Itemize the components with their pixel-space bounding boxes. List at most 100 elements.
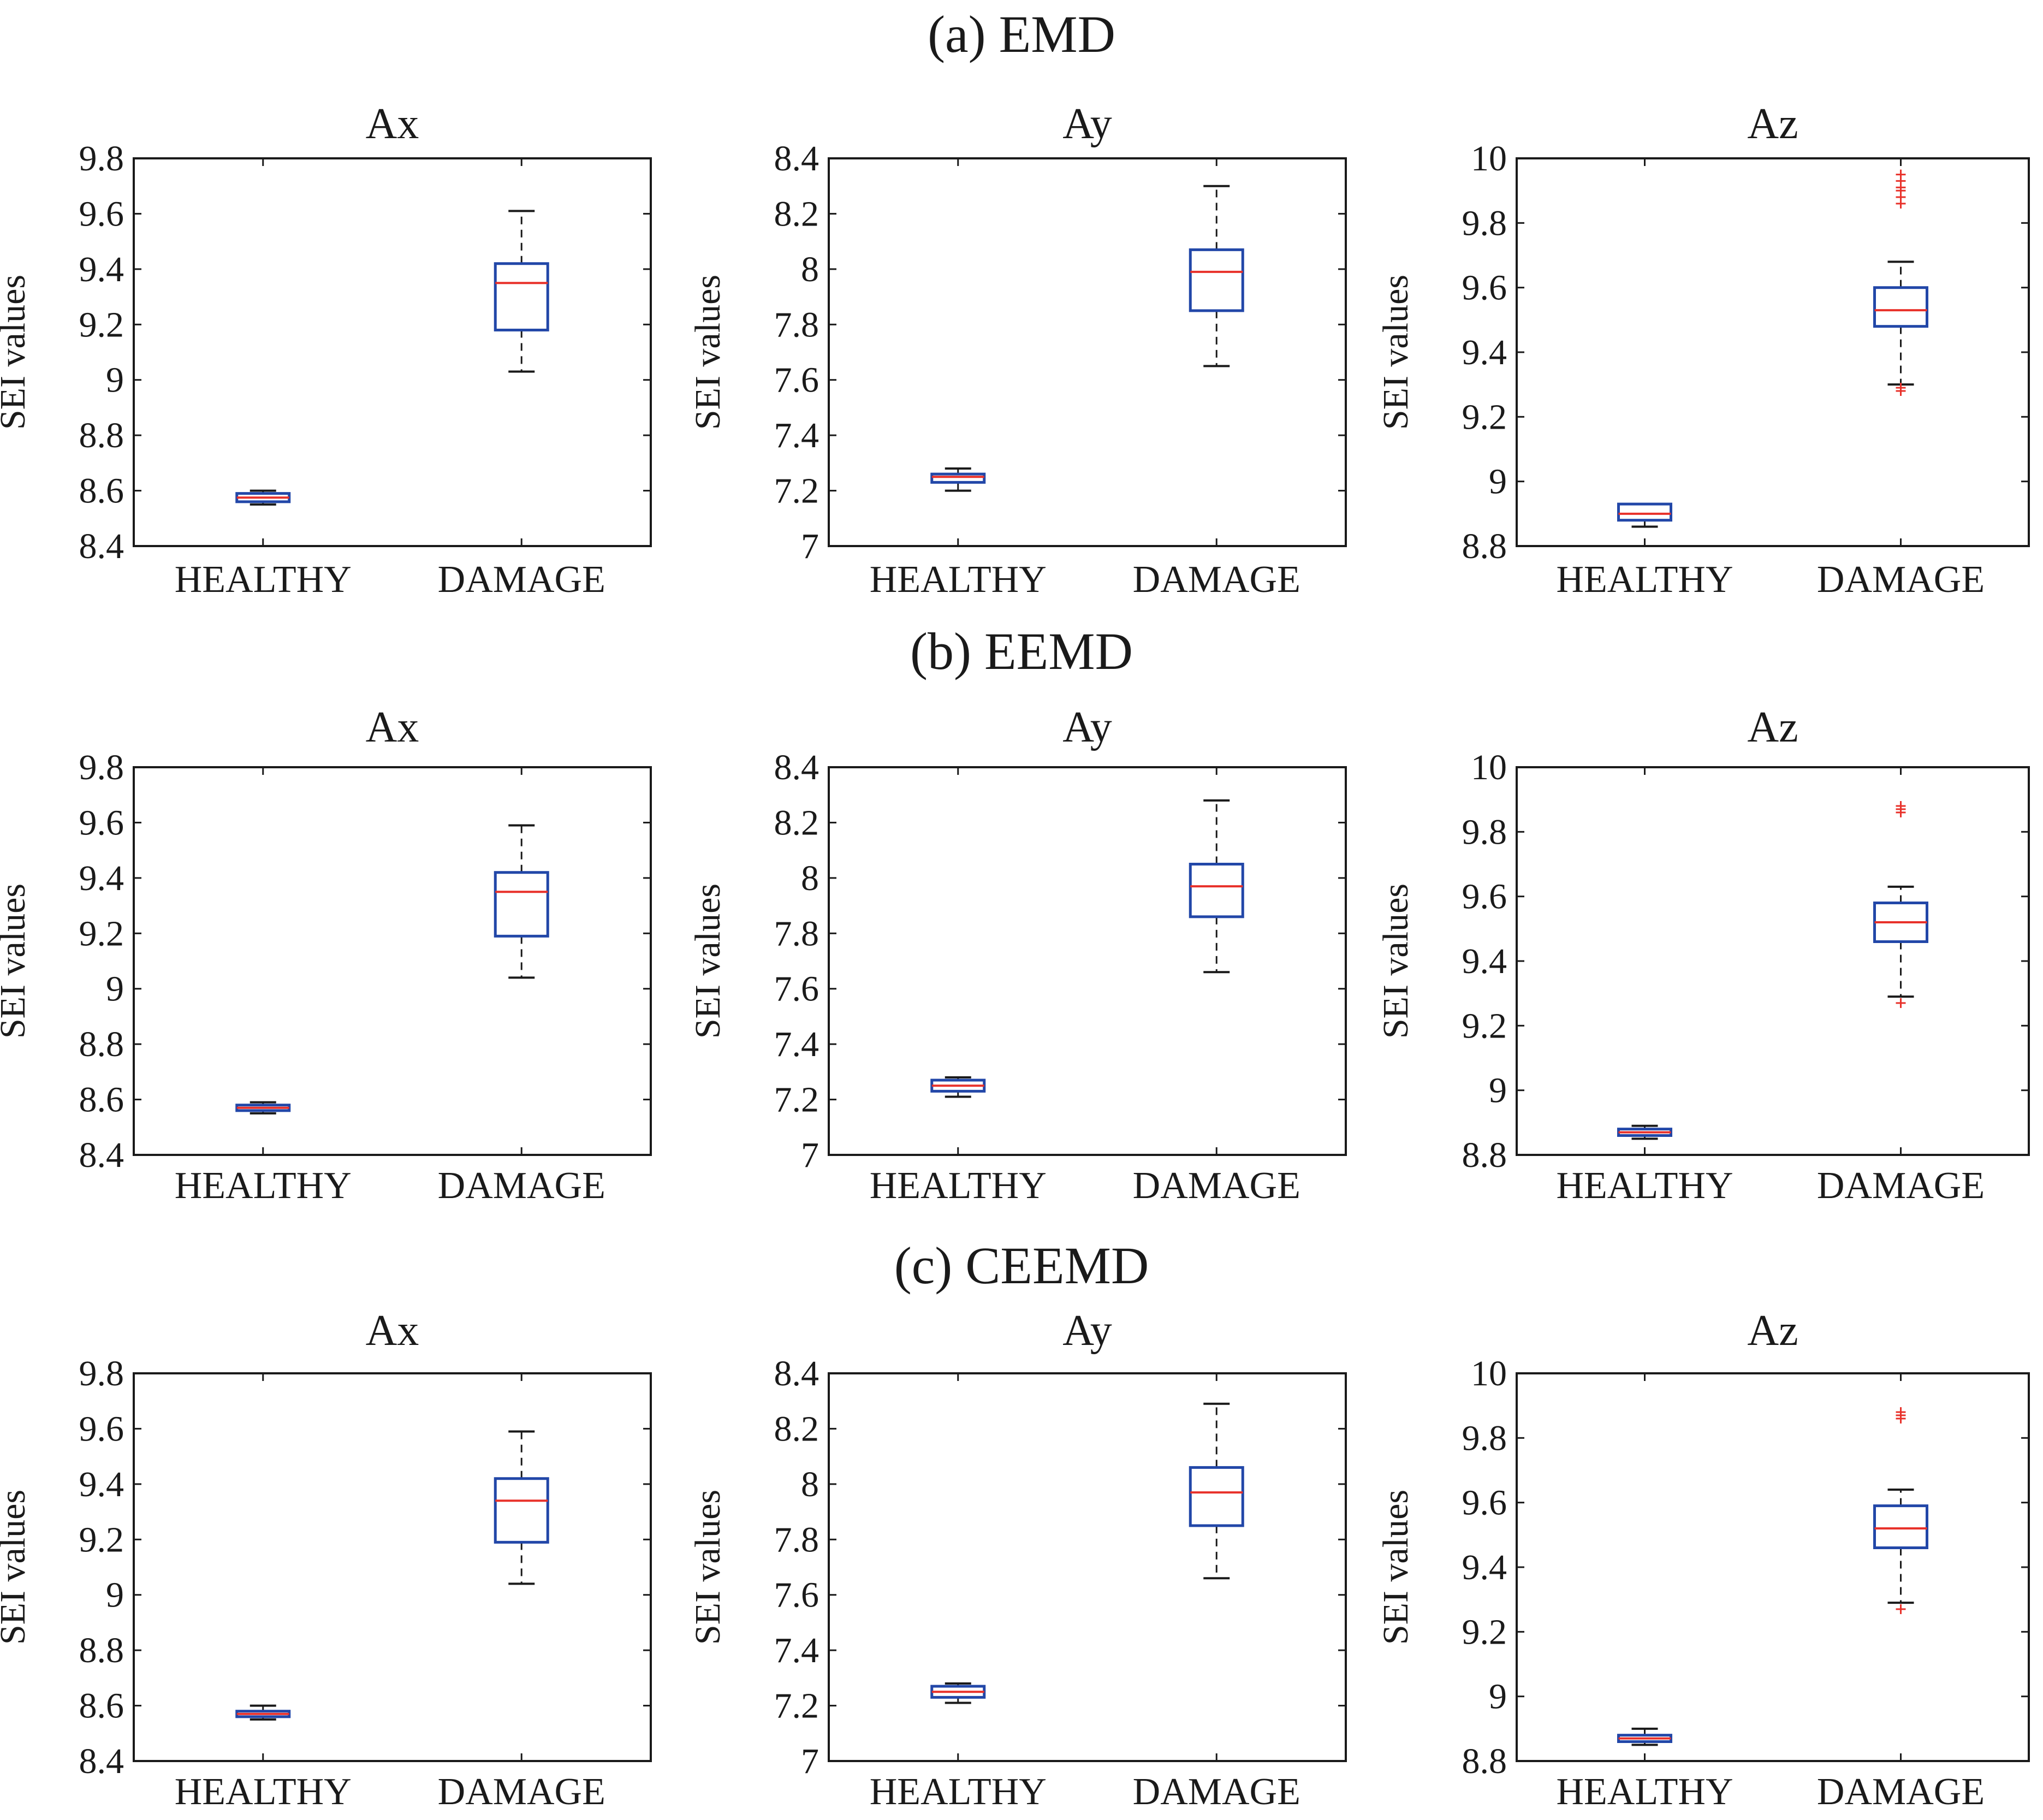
panel-title: Ay [1062, 100, 1112, 148]
y-tick-label: 8 [801, 250, 819, 289]
plot-frame [828, 766, 1347, 1156]
subplot-ay: Ay SEI values 7 7.2 7.4 7.6 7.8 8 8.2 8.4 HEALTHY D… [688, 100, 1347, 601]
y-tick-label: 8 [801, 858, 819, 898]
x-category-label: DAMAGE [438, 1771, 605, 1813]
y-tick-label: 10 [1471, 139, 1507, 179]
box-damage: DAMAGE [438, 158, 605, 601]
plot-frame [133, 1372, 652, 1762]
y-axis-label: SEI values [688, 1490, 728, 1645]
box-healthy: HEALTHY [1556, 1373, 1733, 1813]
y-tick-label: 8.8 [1462, 1741, 1507, 1781]
y-tick-label: 9.4 [1462, 333, 1507, 372]
y-tick-label: 8.2 [774, 803, 819, 843]
box-iqr [1189, 863, 1244, 918]
box-healthy: HEALTHY [175, 158, 352, 601]
y-tick-label: 8.2 [774, 1409, 819, 1449]
x-category-label: HEALTHY [1556, 559, 1733, 601]
box-damage: DAMAGE [1817, 767, 1985, 1207]
outlier-marker [1896, 169, 1906, 180]
box-healthy: HEALTHY [870, 158, 1047, 601]
y-tick-label: 9.8 [1462, 1418, 1507, 1458]
y-tick-label: 7.2 [774, 1686, 819, 1726]
y-tick-label: 8.8 [79, 416, 124, 455]
y-axis-label: SEI values [1376, 1490, 1416, 1645]
plot-frame [828, 157, 1347, 547]
y-tick-label: 8.4 [79, 526, 124, 566]
outlier-marker [1896, 1604, 1906, 1614]
box-iqr [494, 1477, 549, 1544]
x-category-label: HEALTHY [1556, 1771, 1733, 1813]
y-axis-label: SEI values [1376, 884, 1416, 1039]
box-iqr [494, 262, 549, 331]
outlier-marker [1896, 1407, 1906, 1417]
y-tick-label: 9.2 [79, 914, 124, 953]
y-tick-label: 8.4 [79, 1135, 124, 1175]
subplot-ay: Ay SEI values 7 7.2 7.4 7.6 7.8 8 8.2 8.4 HEALTHY D… [688, 703, 1347, 1207]
y-tick-label: 7.8 [774, 914, 819, 953]
y-tick-label: 8.8 [1462, 526, 1507, 566]
plot-frame [828, 1372, 1347, 1762]
y-tick-label: 8 [801, 1465, 819, 1504]
x-category-label: HEALTHY [870, 1771, 1047, 1813]
x-category-label: DAMAGE [1817, 559, 1985, 601]
y-tick-label: 7 [801, 1741, 819, 1781]
x-category-label: HEALTHY [1556, 1165, 1733, 1207]
y-tick-label: 9.4 [79, 1465, 124, 1504]
y-tick-label: 7 [801, 526, 819, 566]
box-iqr [494, 871, 549, 938]
plot-frame [133, 766, 652, 1156]
subplot-ay: Ay SEI values 7 7.2 7.4 7.6 7.8 8 8.2 8.4 HEALTHY D… [688, 1307, 1347, 1813]
y-tick-label: 8.4 [774, 748, 819, 787]
y-axis-label: SEI values [1376, 275, 1416, 430]
y-tick-label: 9.8 [79, 748, 124, 787]
y-tick-label: 8.6 [79, 1080, 124, 1120]
x-category-label: DAMAGE [1133, 1771, 1300, 1813]
y-tick-label: 9.2 [1462, 1006, 1507, 1046]
x-category-label: HEALTHY [870, 559, 1047, 601]
y-tick-label: 7.2 [774, 471, 819, 511]
y-tick-label: 7.6 [774, 360, 819, 400]
section-group: (b) EEMD Ax SEI values 8.4 8.6 8.8 9 9.2 9.4 9.6 9… [0, 622, 2030, 1207]
x-category-label: HEALTHY [175, 1771, 352, 1813]
section-title: (b) EEMD [910, 622, 1133, 680]
y-tick-label: 9.2 [1462, 1612, 1507, 1652]
y-tick-label: 7.4 [774, 1024, 819, 1064]
box-damage: DAMAGE [1133, 158, 1300, 601]
y-axis-label: SEI values [0, 1490, 33, 1645]
x-category-label: DAMAGE [1133, 559, 1300, 601]
box-damage: DAMAGE [1133, 767, 1300, 1207]
y-tick-label: 8.4 [79, 1741, 124, 1781]
y-tick-label: 9.2 [1462, 397, 1507, 437]
y-tick-label: 7.2 [774, 1080, 819, 1120]
y-tick-label: 10 [1471, 1354, 1507, 1394]
y-tick-label: 9.2 [79, 1520, 124, 1560]
y-tick-label: 9.8 [1462, 203, 1507, 243]
box-iqr [1189, 248, 1244, 312]
y-axis-label: SEI values [688, 275, 728, 430]
y-tick-label: 9 [106, 360, 124, 400]
y-tick-label: 9.4 [1462, 1548, 1507, 1587]
subplot-az: Az SEI values 8.8 9 9.2 9.4 9.6 9.8 10 HEALTHY DAM… [1376, 100, 2030, 601]
y-tick-label: 9.6 [79, 1409, 124, 1449]
y-tick-label: 9.8 [1462, 812, 1507, 852]
y-tick-label: 9.4 [1462, 941, 1507, 981]
y-tick-label: 8.8 [1462, 1135, 1507, 1175]
y-axis-label: SEI values [0, 275, 33, 430]
box-damage: DAMAGE [1133, 1373, 1300, 1813]
y-tick-label: 7.8 [774, 305, 819, 345]
x-category-label: DAMAGE [1817, 1165, 1985, 1207]
panel-title: Ay [1062, 1307, 1112, 1355]
y-tick-label: 9 [106, 1575, 124, 1615]
x-category-label: DAMAGE [1133, 1165, 1300, 1207]
panel-title: Az [1747, 703, 1798, 751]
y-tick-label: 7.4 [774, 416, 819, 455]
y-tick-label: 9 [1489, 1677, 1507, 1717]
y-tick-label: 8.8 [79, 1024, 124, 1064]
y-tick-label: 7.6 [774, 969, 819, 1009]
y-tick-label: 9.6 [1462, 268, 1507, 308]
subplot-ax: Ax SEI values 8.4 8.6 8.8 9 9.2 9.4 9.6 9.8 HEALTH… [0, 100, 652, 601]
x-category-label: HEALTHY [175, 1165, 352, 1207]
y-tick-label: 9.2 [79, 305, 124, 345]
box-healthy: HEALTHY [870, 1373, 1047, 1813]
